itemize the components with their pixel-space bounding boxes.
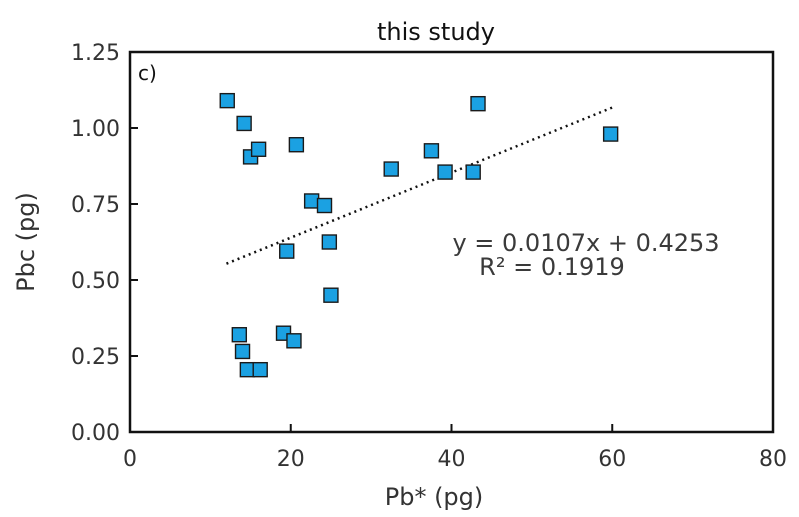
y-axis: 0.00 0.25 0.50 0.75 1.00 1.25 (71, 41, 138, 446)
data-point (602, 126, 619, 142)
y-tick-label: 1.00 (71, 117, 120, 142)
data-point (288, 137, 305, 153)
data-point (234, 343, 251, 360)
y-tick-label: 1.25 (71, 41, 120, 66)
data-point (321, 234, 338, 250)
y-axis-title: Pbc (pg) (12, 192, 40, 292)
data-point (250, 141, 267, 157)
x-tick-label: 60 (598, 447, 626, 472)
data-point (383, 161, 399, 177)
y-tick-label: 0.75 (71, 193, 120, 218)
r-squared-label: R² = 0.1919 (479, 253, 625, 281)
data-point (437, 164, 453, 180)
y-tick-label: 0.50 (71, 269, 120, 294)
data-point (279, 243, 295, 259)
y-tick-label: 0.25 (71, 345, 120, 370)
data-point (239, 361, 256, 378)
x-tick-label: 80 (759, 447, 787, 472)
data-point (470, 95, 486, 112)
data-point (231, 327, 248, 343)
data-point (323, 287, 339, 303)
panel-label: c) (138, 61, 157, 85)
trendline-equation: y = 0.0107x + 0.4253 (452, 229, 719, 257)
x-tick-label: 0 (123, 447, 137, 472)
data-point (465, 164, 481, 180)
chart-title: this study (377, 18, 495, 46)
data-point (303, 193, 320, 209)
data-point (219, 92, 235, 109)
x-tick-label: 20 (277, 447, 305, 472)
data-points (219, 92, 619, 378)
data-point (316, 197, 333, 214)
data-point (252, 361, 268, 378)
x-axis: 0 20 40 60 80 (123, 424, 787, 472)
data-point (423, 143, 440, 159)
data-point (286, 333, 302, 349)
data-point (236, 115, 252, 132)
x-tick-label: 40 (438, 447, 466, 472)
x-axis-title: Pb* (pg) (385, 483, 484, 511)
y-tick-label: 0.00 (71, 421, 120, 446)
